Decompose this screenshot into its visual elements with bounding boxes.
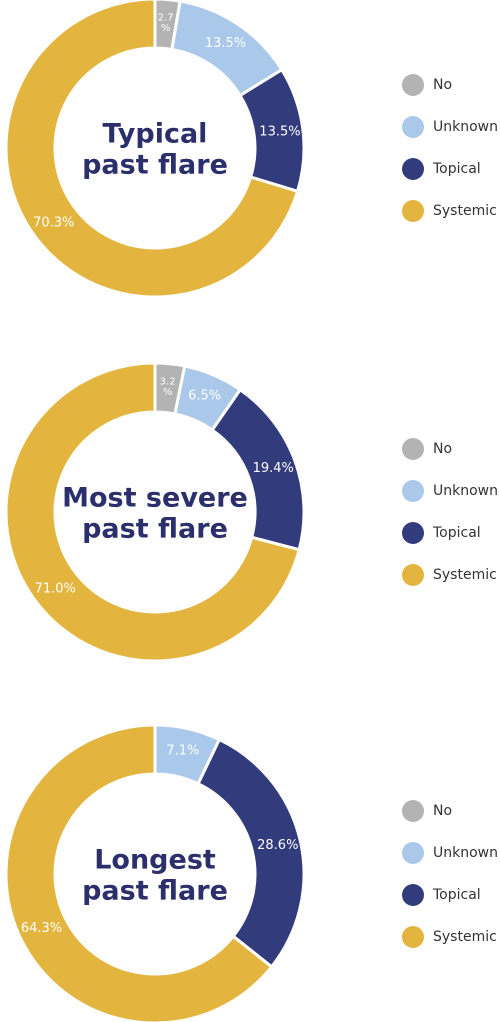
legend-label-no: No [433, 77, 452, 93]
legend-label-no: No [433, 803, 452, 819]
legend-label-systemic: Systemic [433, 929, 497, 945]
legend-marker-systemic [402, 200, 424, 222]
legend-marker-unknown [402, 116, 424, 138]
legend-label-systemic: Systemic [433, 203, 497, 219]
legend-label-topical: Topical [432, 525, 481, 541]
legend-marker-topical [402, 522, 424, 544]
legend-label-no: No [433, 441, 452, 457]
legend-label-topical: Topical [432, 161, 481, 177]
legend-label-unknown: Unknown [433, 119, 498, 135]
slice-label-systemic: 64.3% [21, 921, 62, 936]
legend: No Unknown Topical Systemic [402, 800, 498, 948]
legend-marker-unknown [402, 842, 424, 864]
donut-chart-1: 2.7 % 13.5% 13.5% 70.3% Typical past flare No Un… [4, 0, 498, 299]
legend-marker-systemic [402, 926, 424, 948]
legend-marker-no [402, 800, 424, 822]
legend-marker-systemic [402, 564, 424, 586]
slice-label-no: 3.2% [160, 377, 176, 399]
legend-marker-no [402, 74, 424, 96]
donut-chart-2: 3.2% 6.5% 19.4% 71.0% Most severe past flare N… [4, 361, 498, 663]
legend-label-systemic: Systemic [433, 567, 497, 583]
legend: No Unknown Topical Systemic [402, 438, 498, 586]
legend-label-topical: Topical [432, 887, 481, 903]
slice-label-topical: 28.6% [257, 838, 298, 853]
slice-label-systemic: 70.3% [33, 216, 74, 231]
slice-topical [196, 737, 306, 969]
chart-title: Most severe past flare [62, 483, 248, 545]
legend-marker-unknown [402, 480, 424, 502]
slice-label-topical: 19.4% [253, 461, 294, 476]
slice-systemic [4, 723, 274, 1022]
slice-label-unknown: 6.5% [188, 389, 221, 404]
legend-label-unknown: Unknown [433, 845, 498, 861]
slice-label-systemic: 71.0% [35, 582, 76, 597]
slice-label-unknown: 7.1% [166, 744, 199, 759]
legend-label-unknown: Unknown [433, 483, 498, 499]
legend-marker-no [402, 438, 424, 460]
legend-marker-topical [402, 158, 424, 180]
slice-systemic [4, 0, 300, 299]
chart-title: Typical past flare [82, 119, 228, 181]
donut-chart-3: 7.1% 28.6% 64.3% Longest past flare No Unknown… [4, 723, 498, 1022]
legend-marker-topical [402, 884, 424, 906]
slice-systemic [4, 361, 301, 663]
slice-label-topical: 13.5% [259, 124, 300, 139]
slice-label-no: 2.7% [158, 12, 174, 34]
chart-title: Longest past flare [82, 845, 228, 907]
slice-label-unknown: 13.5% [205, 36, 246, 51]
legend: No Unknown Topical Systemic [402, 74, 498, 222]
